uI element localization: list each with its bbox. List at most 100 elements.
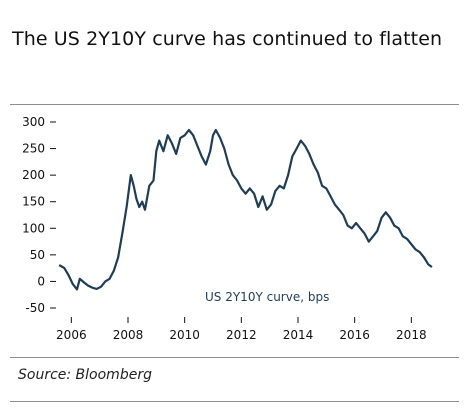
data-point bbox=[212, 134, 214, 136]
data-point bbox=[346, 224, 349, 227]
data-point bbox=[244, 193, 247, 195]
data-point bbox=[355, 222, 357, 224]
y-tick-label: 0 bbox=[37, 274, 45, 288]
data-point bbox=[312, 163, 315, 166]
data-point bbox=[414, 248, 417, 251]
data-point bbox=[158, 139, 160, 142]
data-point bbox=[427, 263, 429, 266]
data-point bbox=[141, 201, 143, 203]
x-tick-label: 2018 bbox=[396, 328, 427, 342]
data-point bbox=[179, 137, 182, 139]
data-point bbox=[67, 274, 70, 276]
y-tick-label: 300 bbox=[22, 115, 45, 129]
data-point bbox=[167, 134, 169, 136]
data-point bbox=[295, 147, 298, 150]
data-point bbox=[240, 187, 242, 190]
data-point bbox=[300, 139, 302, 142]
data-point bbox=[87, 285, 90, 287]
data-point bbox=[287, 174, 289, 176]
data-point bbox=[253, 193, 255, 195]
data-point bbox=[278, 185, 281, 187]
data-point bbox=[148, 185, 150, 187]
data-point bbox=[249, 187, 251, 190]
data-point bbox=[63, 267, 65, 269]
data-point bbox=[130, 174, 132, 176]
y-axis: 300 250 200 150 100 50 0 -50 bbox=[22, 115, 56, 315]
data-point bbox=[219, 137, 221, 139]
data-point bbox=[96, 288, 98, 290]
data-point bbox=[423, 256, 425, 259]
top-divider bbox=[10, 104, 459, 105]
data-point bbox=[397, 227, 400, 229]
data-point bbox=[184, 134, 186, 136]
data-point bbox=[291, 155, 293, 158]
data-point bbox=[79, 278, 81, 280]
data-point bbox=[227, 163, 230, 166]
series-line bbox=[58, 128, 433, 291]
x-tick-label: 2014 bbox=[283, 328, 314, 342]
data-point bbox=[430, 265, 432, 268]
footer-divider bbox=[10, 401, 459, 402]
data-point bbox=[266, 209, 268, 211]
series-points bbox=[59, 129, 432, 291]
y-tick-label: 150 bbox=[22, 195, 45, 209]
data-point bbox=[376, 230, 378, 232]
data-point bbox=[175, 153, 177, 155]
data-point bbox=[410, 243, 412, 245]
data-point bbox=[201, 155, 203, 158]
data-point bbox=[144, 209, 146, 211]
data-point bbox=[83, 281, 85, 284]
data-point bbox=[321, 185, 323, 187]
y-tick-label: 200 bbox=[22, 168, 45, 182]
y-tick-label: 100 bbox=[22, 221, 45, 235]
data-point bbox=[363, 232, 366, 235]
data-point bbox=[125, 206, 128, 208]
data-point bbox=[334, 203, 336, 206]
data-point bbox=[152, 179, 155, 182]
data-point bbox=[368, 240, 370, 243]
data-point bbox=[232, 174, 234, 176]
x-tick-label: 2012 bbox=[226, 328, 257, 342]
data-point bbox=[223, 147, 225, 150]
y-tick-label: -50 bbox=[25, 301, 45, 315]
data-point bbox=[72, 283, 74, 285]
y-tick-label: 250 bbox=[22, 142, 45, 156]
data-point bbox=[236, 179, 238, 182]
data-point bbox=[270, 203, 272, 206]
y-tick-label: 50 bbox=[30, 248, 45, 262]
x-axis: 2006 2008 2010 2012 2014 2016 2018 bbox=[56, 317, 427, 342]
data-point bbox=[100, 286, 102, 288]
data-point bbox=[372, 235, 374, 237]
data-point bbox=[162, 150, 165, 152]
data-point bbox=[171, 142, 173, 144]
bottom-divider bbox=[10, 357, 459, 358]
data-point bbox=[135, 198, 138, 200]
data-point bbox=[308, 153, 310, 155]
data-point bbox=[406, 238, 408, 240]
source-note: Source: Bloomberg bbox=[18, 367, 152, 383]
data-point bbox=[317, 171, 319, 174]
data-point bbox=[121, 232, 124, 235]
data-point bbox=[108, 278, 111, 280]
legend-label: US 2Y10Y curve, bps bbox=[205, 290, 329, 304]
data-point bbox=[104, 280, 107, 283]
data-point bbox=[133, 185, 135, 187]
x-tick-label: 2010 bbox=[169, 328, 200, 342]
data-point bbox=[419, 251, 421, 253]
data-point bbox=[351, 227, 353, 229]
data-point bbox=[261, 195, 264, 198]
data-point bbox=[389, 217, 391, 219]
data-point bbox=[304, 145, 306, 147]
data-point bbox=[359, 227, 361, 229]
data-point bbox=[393, 224, 395, 227]
data-point bbox=[192, 134, 194, 136]
data-point bbox=[188, 129, 190, 131]
data-point bbox=[117, 256, 119, 259]
data-point bbox=[91, 287, 94, 289]
data-point bbox=[76, 288, 78, 291]
data-point bbox=[138, 206, 140, 208]
data-point bbox=[402, 235, 404, 237]
x-tick-label: 2006 bbox=[56, 328, 87, 342]
